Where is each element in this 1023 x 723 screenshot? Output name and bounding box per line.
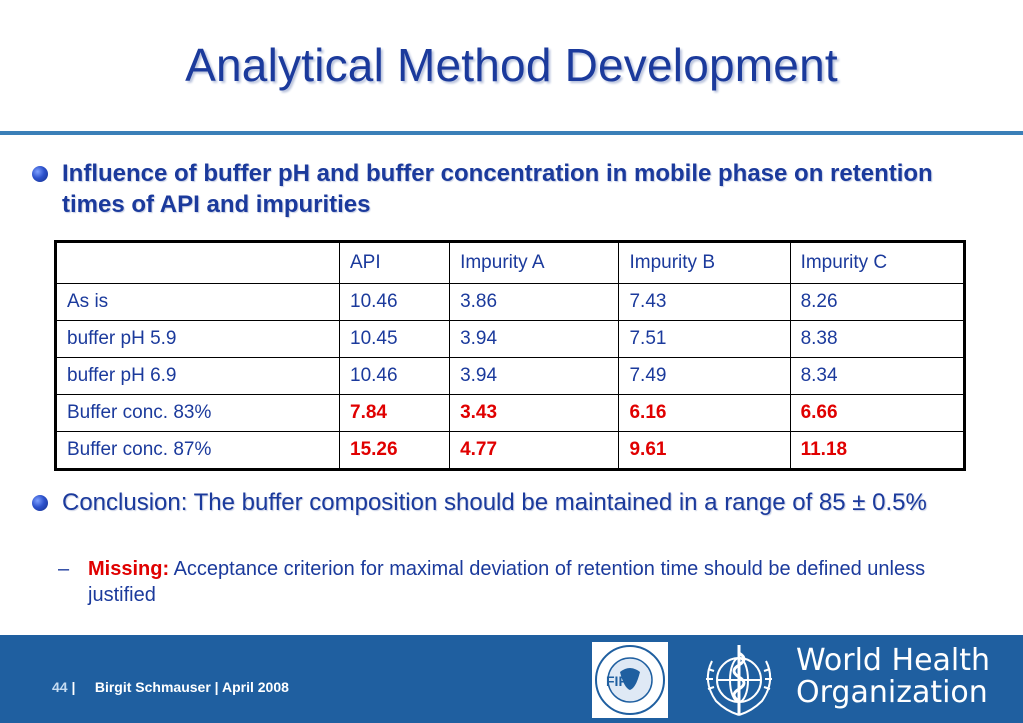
fip-logo-text: FIP	[606, 673, 628, 689]
who-emblem-icon	[706, 645, 772, 716]
value-cell: 3.43	[449, 394, 620, 432]
footer-bar: 44 | Birgit Schmauser | April 2008 FIP W…	[0, 635, 1023, 723]
author-name: Birgit Schmauser	[94, 679, 211, 695]
value-cell: 3.94	[449, 357, 620, 395]
table-header-cell: Impurity A	[449, 241, 620, 284]
subbullet-missing: – Missing: Acceptance criterion for maxim…	[58, 556, 978, 608]
value-cell: 3.94	[449, 320, 620, 358]
value-cell: 15.26	[338, 431, 451, 470]
value-cell: 10.46	[338, 283, 451, 321]
value-cell: 8.26	[789, 283, 966, 321]
value-cell: 9.61	[618, 431, 791, 470]
table-row: As is 10.46 3.86 7.43 8.26	[55, 283, 966, 321]
table-row: Buffer conc. 87% 15.26 4.77 9.61 11.18	[55, 431, 966, 470]
value-cell: 4.77	[449, 431, 620, 470]
value-cell: 6.16	[618, 394, 791, 432]
value-cell: 11.18	[789, 431, 966, 470]
missing-label: Missing:	[88, 558, 170, 580]
dash-icon: –	[58, 558, 70, 580]
table-header-cell: Impurity B	[618, 241, 791, 284]
value-cell: 3.86	[449, 283, 620, 321]
bullet-influence-text: Influence of buffer pH and buffer concen…	[62, 160, 933, 218]
table-row: Buffer conc. 83% 7.84 3.43 6.16 6.66	[55, 394, 966, 432]
value-cell: 6.66	[789, 394, 966, 432]
presentation-date: April 2008	[221, 679, 289, 695]
row-label-cell: Buffer conc. 87%	[55, 431, 340, 470]
bullet-influence: Influence of buffer pH and buffer concen…	[32, 158, 972, 220]
row-label-cell: buffer pH 6.9	[55, 357, 340, 395]
table-row: buffer pH 6.9 10.46 3.94 7.49 8.34	[55, 357, 966, 395]
row-label-cell: buffer pH 5.9	[55, 320, 340, 358]
bullet-conclusion-text: Conclusion: The buffer composition shoul…	[62, 489, 927, 516]
who-line1: World Health	[796, 643, 991, 678]
value-cell: 7.43	[618, 283, 791, 321]
missing-text: Acceptance criterion for maximal deviati…	[88, 558, 926, 606]
table-header-cell: API	[338, 241, 451, 284]
separator: |	[214, 679, 219, 695]
title-divider	[0, 131, 1023, 135]
value-cell: 10.45	[338, 320, 451, 358]
fip-logo: FIP	[592, 642, 668, 718]
who-wordmark: World Health Organization	[796, 645, 990, 709]
table-header-cell: Impurity C	[789, 241, 966, 284]
value-cell: 7.84	[338, 394, 451, 432]
table-corner-cell	[55, 241, 340, 284]
footer-credits: 44 | Birgit Schmauser | April 2008	[52, 679, 289, 695]
value-cell: 8.38	[789, 320, 966, 358]
bullet-dot-icon	[32, 495, 48, 511]
value-cell: 7.49	[618, 357, 791, 395]
value-cell: 8.34	[789, 357, 966, 395]
who-line2: Organization	[796, 675, 988, 710]
bullet-dot-icon	[32, 166, 48, 182]
page-number: 44	[52, 679, 68, 695]
slide-title: Analytical Method Development	[185, 39, 838, 91]
value-cell: 10.46	[338, 357, 451, 395]
table-header-row: API Impurity A Impurity B Impurity C	[55, 241, 966, 284]
row-label-cell: Buffer conc. 83%	[55, 394, 340, 432]
table-row: buffer pH 5.9 10.45 3.94 7.51 8.38	[55, 320, 966, 358]
retention-table: API Impurity A Impurity B Impurity C As is 10…	[54, 240, 966, 471]
row-label-cell: As is	[55, 283, 340, 321]
bullet-conclusion: Conclusion: The buffer composition shoul…	[32, 487, 992, 518]
value-cell: 7.51	[618, 320, 791, 358]
separator: |	[71, 679, 76, 695]
